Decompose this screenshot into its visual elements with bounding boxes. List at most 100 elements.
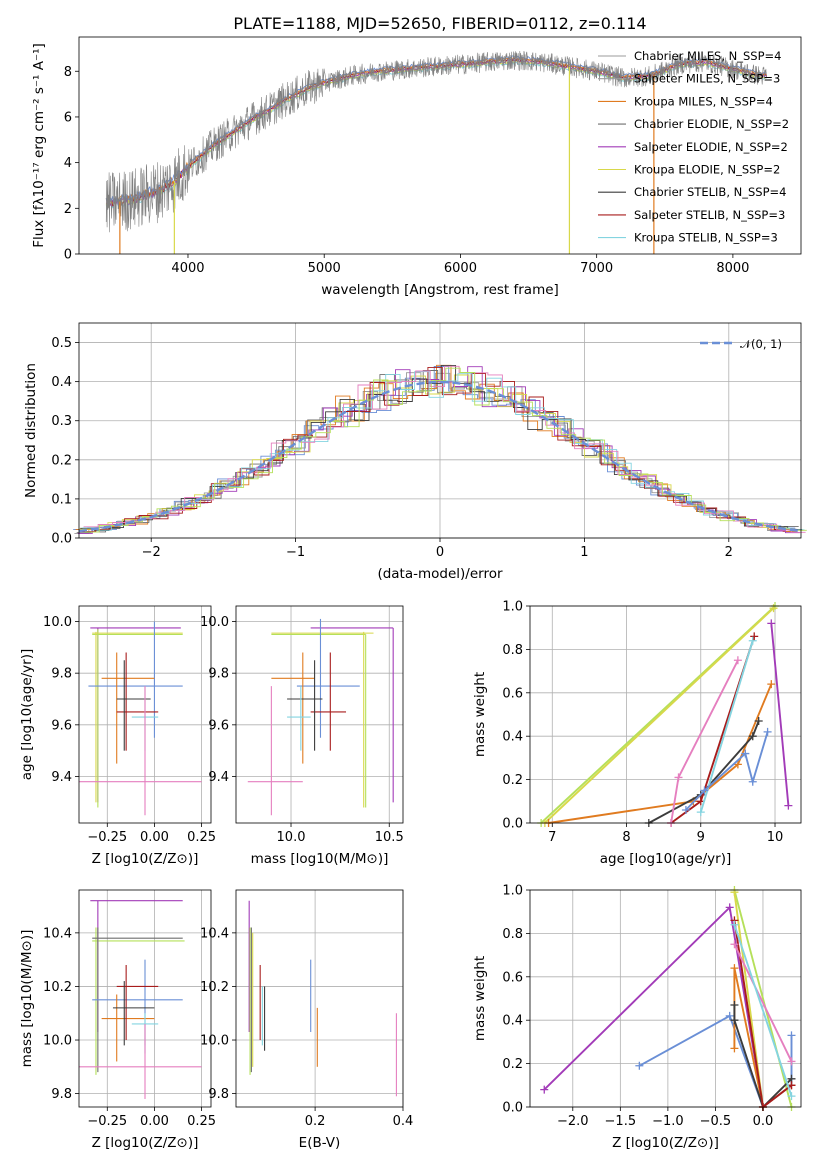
y-tick-label: 0.2: [51, 453, 72, 468]
series-line: [730, 920, 796, 1101]
y-tick-label: 0.0: [502, 1101, 523, 1116]
y-tick-label: 10.0: [200, 615, 229, 630]
histogram-step: [80, 364, 803, 532]
ticks: −2.0 −1.5 −1.0 −0.5 0.0 0.0 0.2 0.4 0.6 0.8 1.0: [502, 884, 773, 1130]
legend-entry: Chabrier ELODIE, N_SSP=2: [634, 117, 789, 131]
x-tick-label: 10: [767, 830, 784, 845]
x-tick-label: −2: [142, 545, 161, 560]
data-point: [79, 686, 202, 816]
ticks: 4000 5000 6000 7000 8000 0 2 4 6 8: [64, 65, 750, 276]
residual-hist-grid: [79, 323, 801, 539]
data-point: [101, 994, 155, 1062]
x-tick-label: 0.25: [187, 1114, 216, 1129]
x-tick-label: 4000: [171, 261, 204, 276]
series-marker: [730, 888, 739, 897]
series-path: [548, 683, 773, 824]
legend-entry: Chabrier MILES, N_SSP=4: [634, 49, 781, 63]
ticks: −0.25 0.00 0.25 9.4 9.6 9.8 10.0: [43, 615, 216, 845]
series-path: [699, 640, 754, 813]
series-line: [644, 717, 763, 827]
y-tick-label: 9.8: [51, 667, 72, 682]
x-tick-label: 0.25: [187, 830, 216, 845]
y-tick-label: 0.6: [502, 970, 523, 985]
x-tick-label: 8000: [716, 261, 749, 276]
ticks: 7 8 9 10 0.0 0.2 0.4 0.6 0.8 1.0: [502, 600, 783, 846]
y-tick-label: 0.3: [51, 414, 72, 429]
axes-frame: [235, 605, 404, 824]
axes-frame: [235, 889, 404, 1108]
series-marker: [635, 1061, 644, 1070]
age-weight-grid: [530, 605, 801, 824]
series-path: [733, 943, 793, 1062]
observed-spectrum-line: [105, 50, 767, 233]
series-marker: [730, 1044, 739, 1053]
x-tick-label: 2: [725, 545, 733, 560]
legend-entry: Kroupa STELIB, N_SSP=3: [634, 231, 778, 245]
legend-entry: Salpeter ELODIE, N_SSP=2: [634, 140, 788, 154]
series-marker: [733, 760, 742, 769]
data-point: [92, 959, 183, 1054]
series-marker: [787, 1092, 796, 1101]
series-path: [733, 924, 793, 1097]
series-marker: [725, 1011, 734, 1020]
data-point: [310, 627, 394, 803]
y-tick-label: 10.4: [43, 926, 72, 941]
legend-entry: Chabrier STELIB, N_SSP=4: [634, 185, 786, 199]
ebv-mass-plot: 0.2 0.4 9.8 10.0 10.2 10.4 E(B-V): [200, 889, 413, 1151]
x-axis-label: Z [log10(Z/Z⊙)]: [92, 851, 199, 867]
axes-frame: [529, 605, 802, 824]
data-point: [247, 686, 303, 816]
legend-entry: Salpeter MILES, N_SSP=3: [634, 72, 780, 86]
x-tick-label: −0.25: [87, 1114, 127, 1129]
series-path: [770, 623, 790, 806]
data-point: [90, 900, 183, 1032]
mass-age-grid: [236, 606, 403, 823]
x-tick-label: −2.0: [557, 1114, 589, 1129]
data-point: [271, 652, 315, 764]
y-tick-label: 10.0: [43, 615, 72, 630]
y-tick-label: 0.1: [51, 492, 72, 507]
y-tick-label: 9.8: [208, 1087, 229, 1102]
series-marker: [787, 1057, 796, 1066]
y-tick-label: 0.6: [502, 686, 523, 701]
x-tick-label: 1: [580, 545, 588, 560]
y-tick-label: 1.0: [502, 600, 523, 615]
residual-hist-marks: [73, 364, 807, 534]
x-tick-label: −1.0: [652, 1114, 684, 1129]
y-tick-label: 0: [64, 248, 72, 263]
ebv-mass-grid: [236, 890, 404, 1107]
age-weight-marks: [537, 602, 793, 827]
series-marker: [767, 619, 776, 628]
legend-entry: Salpeter STELIB, N_SSP=3: [634, 208, 785, 222]
series-line: [681, 727, 772, 814]
histogram-step: [84, 367, 807, 533]
x-tick-label: 0: [436, 545, 444, 560]
figure-title: PLATE=1188, MJD=52650, FIBERID=0112, z=0…: [233, 14, 646, 33]
y-tick-label: 9.4: [51, 770, 72, 785]
x-tick-label: 5000: [308, 261, 341, 276]
y-tick-label: 10.2: [200, 980, 229, 995]
y-tick-label: 9.6: [51, 718, 72, 733]
series-line: [540, 903, 767, 1111]
y-tick-label: 0.4: [502, 730, 523, 745]
x-tick-label: 0.2: [305, 1114, 326, 1129]
data-point: [92, 927, 185, 1075]
series-marker: [725, 903, 734, 912]
data-point: [101, 652, 155, 764]
series-line: [537, 602, 780, 827]
series-path: [733, 889, 793, 1108]
gaussian-curve: [78, 380, 802, 533]
spectrum-legend: Chabrier MILES, N_SSP=4 Salpeter MILES, N…: [598, 49, 789, 245]
y-axis-label: age [log10(age/yr)]: [19, 649, 35, 781]
y-tick-label: 4: [64, 156, 72, 171]
data-point: [287, 660, 323, 751]
y-axis-label: mass weight: [472, 672, 488, 757]
ticks: 0.2 0.4 9.8 10.0 10.2 10.4: [200, 926, 413, 1129]
series-marker: [787, 1031, 796, 1040]
series-line: [544, 680, 776, 827]
mass-age-marks: [247, 618, 394, 816]
x-axis-label: wavelength [Angstrom, rest frame]: [321, 282, 559, 298]
x-axis-label: (data-model)/error: [377, 566, 503, 582]
x-tick-label: 0.0: [753, 1114, 774, 1129]
